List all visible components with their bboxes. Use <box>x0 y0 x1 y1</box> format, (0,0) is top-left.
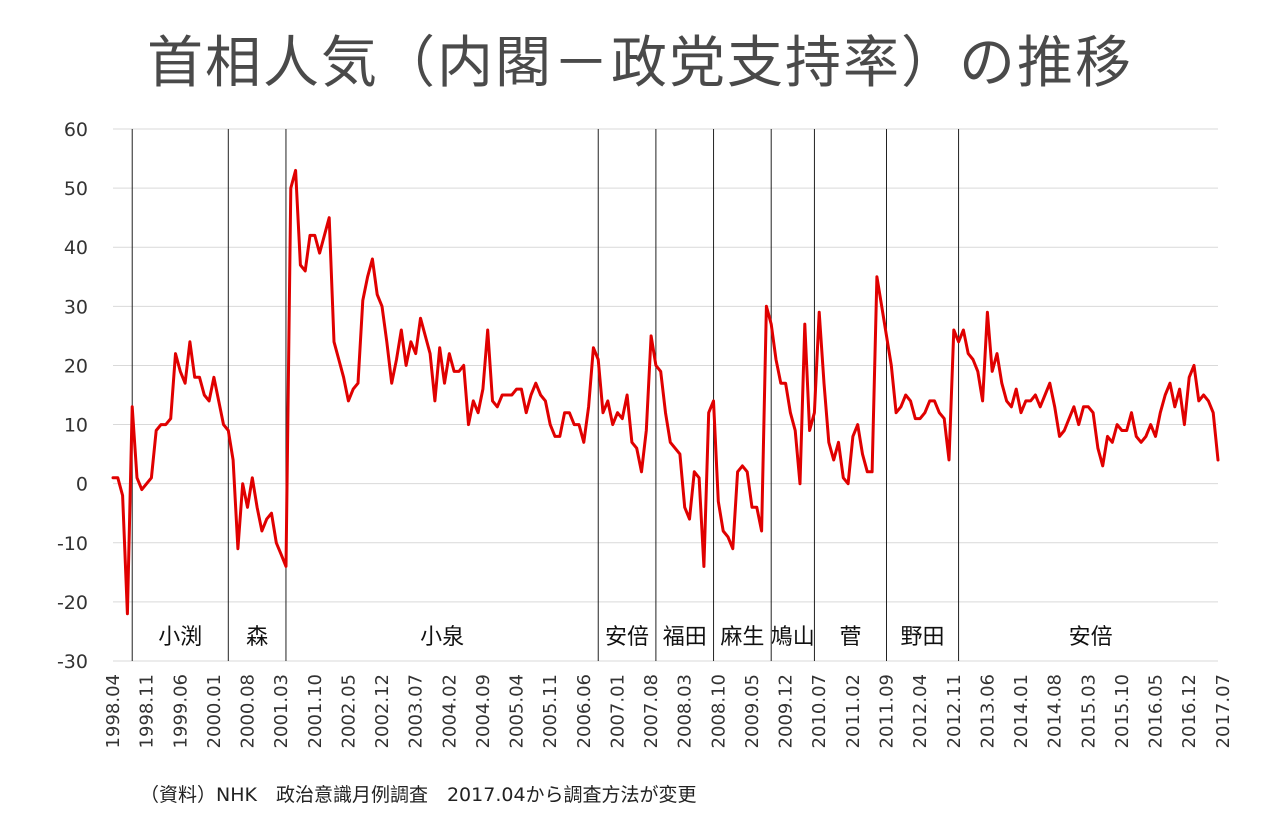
y-tick-label: 10 <box>64 415 88 437</box>
x-tick-label: 1999.06 <box>170 674 191 748</box>
x-tick-label: 2014.01 <box>1011 674 1032 748</box>
era-label: 森 <box>246 625 268 650</box>
gridlines <box>113 128 1218 662</box>
x-tick-label: 2016.12 <box>1179 674 1200 748</box>
x-tick-label: 2012.11 <box>944 674 965 748</box>
x-tick-label: 2000.01 <box>204 674 225 748</box>
x-tick-label: 2005.04 <box>507 674 528 748</box>
y-tick-label: 40 <box>64 237 88 259</box>
x-tick-label: 2010.07 <box>809 674 830 748</box>
x-tick-label: 2002.12 <box>372 674 393 748</box>
x-tick-label: 2004.02 <box>439 674 460 748</box>
x-tick-label: 2014.08 <box>1045 674 1066 748</box>
y-tick-label: 50 <box>64 178 88 200</box>
x-tick-label: 2008.10 <box>708 674 729 748</box>
x-tick-label: 2009.12 <box>776 674 797 748</box>
x-tick-label: 2008.03 <box>675 674 696 748</box>
x-tick-label: 2015.03 <box>1078 674 1099 748</box>
era-label: 小渕 <box>158 625 202 650</box>
x-tick-label: 2017.07 <box>1213 674 1234 748</box>
era-label: 安倍 <box>1069 625 1113 650</box>
x-tick-label: 2006.06 <box>574 674 595 748</box>
y-axis: 60 50 40 30 20 10 0 -10 -20 -30 <box>57 119 88 673</box>
era-label: 菅 <box>839 625 861 650</box>
y-tick-label: 30 <box>64 296 88 318</box>
era-label: 小泉 <box>420 625 464 650</box>
x-tick-label: 2007.08 <box>641 674 662 748</box>
x-tick-label: 2011.02 <box>843 674 864 748</box>
source-note: （資料）NHK 政治意識月例調査 2017.04から調査方法が変更 <box>140 784 697 806</box>
x-tick-label: 2013.06 <box>977 674 998 748</box>
y-tick-label: -10 <box>57 533 88 555</box>
y-tick-label: 20 <box>64 355 88 377</box>
x-tick-label: 2016.05 <box>1146 674 1167 748</box>
chart-title: 首相人気（内閣－政党支持率）の推移 <box>147 31 1133 96</box>
x-tick-label: 2001.03 <box>271 674 292 748</box>
x-tick-label: 2012.04 <box>910 674 931 748</box>
x-tick-label: 2001.10 <box>305 674 326 748</box>
y-tick-label: -30 <box>57 651 88 673</box>
series-line <box>111 168 1220 616</box>
x-axis: 1998.04 1998.11 1999.06 2000.01 2000.08 2001.… <box>103 674 1234 748</box>
x-tick-label: 2009.05 <box>742 674 763 748</box>
x-tick-label: 2004.09 <box>473 674 494 748</box>
x-tick-label: 2011.09 <box>877 674 898 748</box>
era-label: 野田 <box>901 625 945 650</box>
x-tick-label: 2015.10 <box>1112 674 1133 748</box>
x-tick-label: 2005.11 <box>540 674 561 748</box>
x-tick-label: 1998.11 <box>137 674 158 748</box>
x-tick-label: 2000.08 <box>238 674 259 748</box>
y-tick-label: 60 <box>64 119 88 141</box>
y-tick-label: 0 <box>76 474 88 496</box>
x-tick-label: 2007.01 <box>607 674 628 748</box>
era-label: 鳩山 <box>771 625 815 650</box>
era-label: 福田 <box>663 625 707 650</box>
x-tick-label: 1998.04 <box>103 674 124 748</box>
y-tick-label: -20 <box>57 592 88 614</box>
era-label: 麻生 <box>720 625 764 650</box>
era-label: 安倍 <box>605 625 649 650</box>
x-tick-label: 2003.07 <box>406 674 427 748</box>
era-dividers <box>131 129 960 661</box>
era-labels: 小渕森小泉 安倍 福田 麻生 鳩山菅野田 安倍 <box>158 625 1112 650</box>
x-tick-label: 2002.05 <box>338 674 359 748</box>
series-layer <box>111 168 1220 616</box>
